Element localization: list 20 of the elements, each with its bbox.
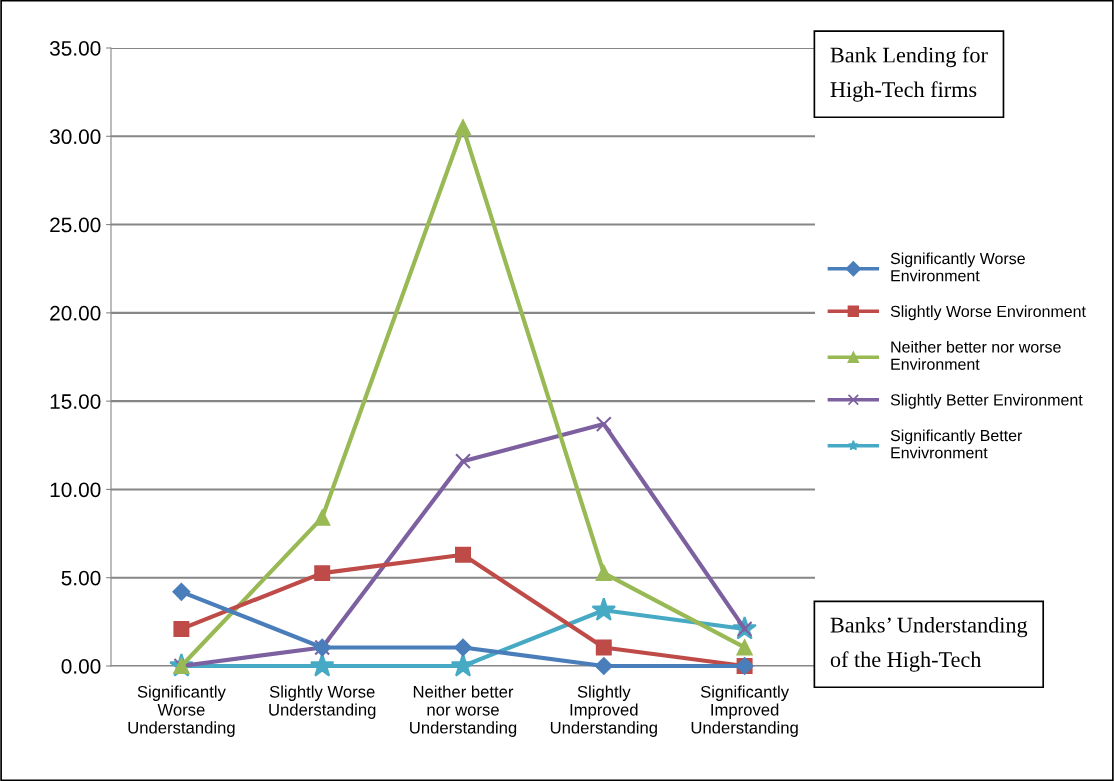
text: Bank Lending for High-Tech firms: [830, 46, 988, 102]
x-tick-label: Slightly Worse Understanding: [269, 685, 376, 719]
y-tick-label: 15.00: [50, 394, 101, 409]
legend-label: Slightly Better Environment: [890, 393, 1083, 409]
x-tick-label: Neither better nor worse Understanding: [410, 685, 517, 737]
legend-label: Slightly Worse Environment: [890, 305, 1086, 321]
y-tick-label: 25.00: [50, 217, 101, 233]
y-tick-label: 30.00: [49, 129, 101, 145]
x-tick-label: Significantly Worse Understanding: [128, 685, 235, 737]
y-tick-label: 5.00: [61, 570, 101, 586]
y-tick-label: 0.00: [61, 659, 101, 674]
y-tick-label: 20.00: [50, 305, 101, 321]
x-tick-label: Significantly Improved Understanding: [691, 685, 798, 737]
y-tick-label: 35.00: [49, 41, 101, 56]
legend-label: Significantly Worse Environment: [890, 252, 1025, 282]
y-tick-label: 10.00: [50, 482, 101, 498]
text: Banks’ Understanding of the High-Tech: [830, 616, 1028, 672]
x-tick-label: Slightly Improved Understanding: [550, 685, 657, 737]
legend-label: Significantly Better Envivronment: [890, 429, 1023, 459]
legend-label: Neither better nor worse Environment: [891, 340, 1061, 370]
